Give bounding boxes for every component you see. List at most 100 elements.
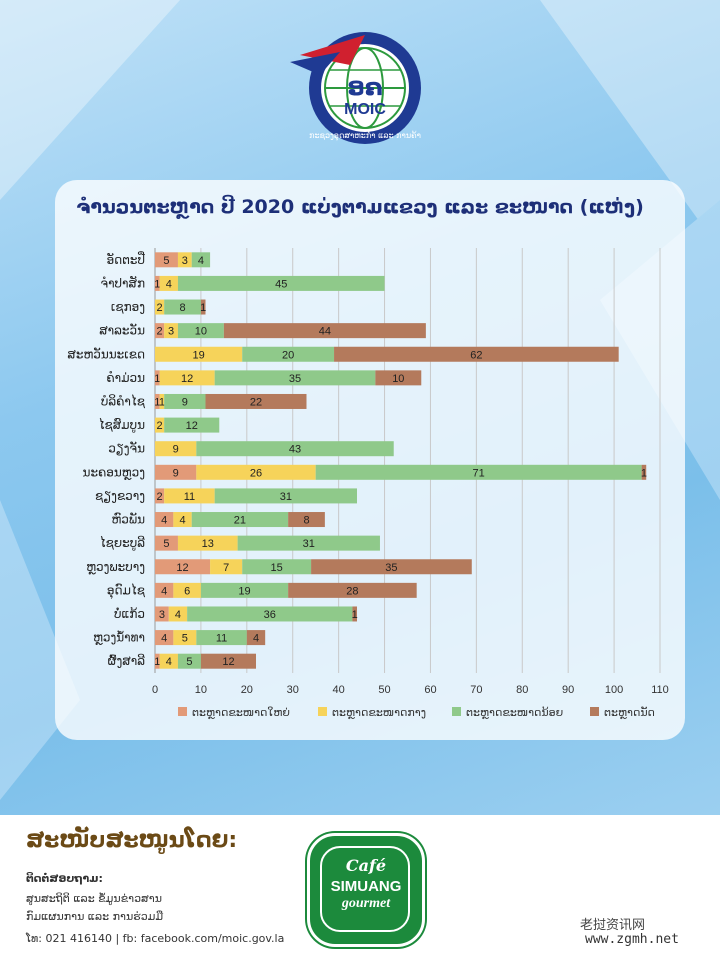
bar-segment bbox=[155, 370, 160, 386]
bar-value-label: 21 bbox=[234, 515, 246, 527]
x-tick-label: 110 bbox=[651, 684, 669, 696]
y-category-label: ວຽງຈັນ bbox=[108, 441, 145, 455]
x-tick-label: 40 bbox=[333, 684, 345, 696]
bar-value-label: 26 bbox=[250, 467, 262, 479]
bar-segment bbox=[177, 323, 224, 339]
y-category-label: ອັດຕະປື bbox=[107, 250, 145, 266]
bar-value-label: 8 bbox=[179, 302, 185, 314]
bar-value-label: 5 bbox=[182, 633, 188, 645]
bar-segment bbox=[246, 630, 266, 646]
bar-value-label: 13 bbox=[202, 538, 214, 550]
y-category-label: ສະຫວັນນະເຂດ bbox=[67, 347, 145, 361]
y-category-label: ຊຽງຂວາງ bbox=[95, 489, 145, 503]
bar-segment bbox=[196, 441, 394, 457]
bar-value-label: 10 bbox=[392, 373, 404, 385]
bar-value-label: 1 bbox=[159, 396, 165, 408]
bar-segment bbox=[155, 323, 165, 339]
bar-segment bbox=[205, 393, 307, 409]
x-tick-label: 30 bbox=[287, 684, 299, 696]
bar-value-label: 20 bbox=[282, 349, 294, 361]
bar-value-label: 62 bbox=[470, 349, 482, 361]
y-category-label: ຄຳມ່ວນ bbox=[106, 371, 145, 385]
bar-value-label: 43 bbox=[289, 444, 301, 456]
y-category-label: ຫຼວງນ້ຳທາ bbox=[93, 630, 145, 645]
legend-swatch bbox=[590, 707, 599, 716]
bar-segment bbox=[334, 346, 619, 362]
bar-segment bbox=[191, 252, 211, 268]
legend-label: ຕະຫຼາດນັດ bbox=[604, 706, 655, 719]
bar-segment bbox=[159, 370, 215, 386]
bar-value-label: 2 bbox=[157, 326, 163, 338]
x-tick-label: 80 bbox=[516, 684, 528, 696]
y-category-label: ຫົວພັນ bbox=[111, 512, 145, 526]
bar-segment bbox=[315, 464, 642, 480]
bar-value-label: 15 bbox=[271, 562, 283, 574]
bar-value-label: 22 bbox=[250, 396, 262, 408]
bar-value-label: 1 bbox=[154, 278, 160, 290]
bar-segment bbox=[641, 464, 647, 480]
bar-segment bbox=[155, 535, 178, 551]
bar-value-label: 19 bbox=[192, 349, 204, 361]
bar-value-label: 11 bbox=[184, 491, 195, 503]
bar-segment bbox=[210, 559, 243, 575]
bar-value-label: 5 bbox=[186, 656, 192, 668]
bar-segment bbox=[155, 606, 169, 622]
bar-segment bbox=[242, 346, 335, 362]
y-category-label: ໄຊຍະບູລີ bbox=[100, 535, 145, 551]
bar-segment bbox=[375, 370, 422, 386]
y-category-label: ຜົ້ງສາລີ bbox=[108, 653, 145, 668]
y-category-label: ສາລະວັນ bbox=[99, 324, 145, 338]
bar-segment bbox=[173, 582, 201, 598]
bar-value-label: 4 bbox=[161, 515, 167, 527]
legend-swatch bbox=[178, 707, 187, 716]
bar-segment bbox=[164, 417, 220, 433]
sponsor-title: ສະໜັບສະໜູນໂດຍ: bbox=[26, 828, 238, 853]
bar-segment bbox=[155, 252, 178, 268]
bar-value-label: 7 bbox=[223, 562, 229, 574]
y-category-label: ນະຄອນຫຼວງ bbox=[83, 465, 145, 479]
cafe-line-2: SIMUANG bbox=[330, 878, 402, 895]
bar-segment bbox=[288, 582, 417, 598]
bar-segment bbox=[155, 630, 174, 646]
bar-value-label: 6 bbox=[184, 585, 190, 597]
bar-segment bbox=[155, 299, 165, 315]
cafe-line-1: Café bbox=[345, 856, 387, 875]
bar-value-label: 36 bbox=[264, 609, 276, 621]
logo-arc-text: ກະຊວງອຸດສາຫະກຳ ແລະ ການຄ້າ bbox=[309, 130, 421, 142]
bar-value-label: 31 bbox=[280, 491, 292, 503]
bar-value-label: 44 bbox=[319, 326, 331, 338]
bar-segment bbox=[155, 653, 160, 669]
x-tick-label: 10 bbox=[195, 684, 207, 696]
bar-value-label: 2 bbox=[157, 420, 163, 432]
bar-segment bbox=[173, 630, 197, 646]
x-tick-label: 90 bbox=[562, 684, 574, 696]
bar-segment bbox=[288, 512, 325, 528]
bar-segment bbox=[173, 512, 192, 528]
bar-segment bbox=[164, 323, 178, 339]
bar-value-label: 12 bbox=[176, 562, 188, 574]
bar-segment bbox=[311, 559, 472, 575]
chart-card bbox=[55, 180, 685, 740]
x-tick-label: 50 bbox=[378, 684, 390, 696]
bar-value-label: 12 bbox=[222, 656, 234, 668]
bar-value-label: 2 bbox=[157, 491, 163, 503]
bar-value-label: 1 bbox=[154, 396, 160, 408]
bar-value-label: 35 bbox=[289, 373, 301, 385]
y-category-label: ໄຊສົມບູນ bbox=[99, 417, 145, 433]
chart-title: ຈຳນວນຕະຫຼາດ ປີ 2020 ແບ່ງຕາມແຂວງ ແລະ ຂະໜາ… bbox=[76, 196, 644, 218]
bar-segment bbox=[196, 630, 247, 646]
legend-label: ຕະຫຼາດຂະໜາດກາງ bbox=[332, 706, 426, 719]
contact-line-2: ກົມແຜນການ ແລະ ການຮ່ວມມື bbox=[26, 910, 164, 923]
bar-value-label: 3 bbox=[168, 326, 174, 338]
bar-segment bbox=[200, 582, 289, 598]
bar-value-label: 45 bbox=[275, 278, 287, 290]
cafe-line-3: gourmet bbox=[341, 896, 391, 911]
bar-value-label: 11 bbox=[216, 633, 227, 645]
bar-value-label: 9 bbox=[173, 467, 179, 479]
legend-label: ຕະຫຼາດຂະໜາດໃຫຍ່ bbox=[192, 706, 290, 719]
bar-value-label: 9 bbox=[173, 444, 179, 456]
bar-segment bbox=[177, 653, 201, 669]
y-category-label: ຈຳປາສັກ bbox=[101, 276, 145, 290]
legend-label: ຕະຫຼາດຂະໜາດນ້ອຍ bbox=[466, 706, 563, 719]
bar-value-label: 4 bbox=[161, 585, 167, 597]
